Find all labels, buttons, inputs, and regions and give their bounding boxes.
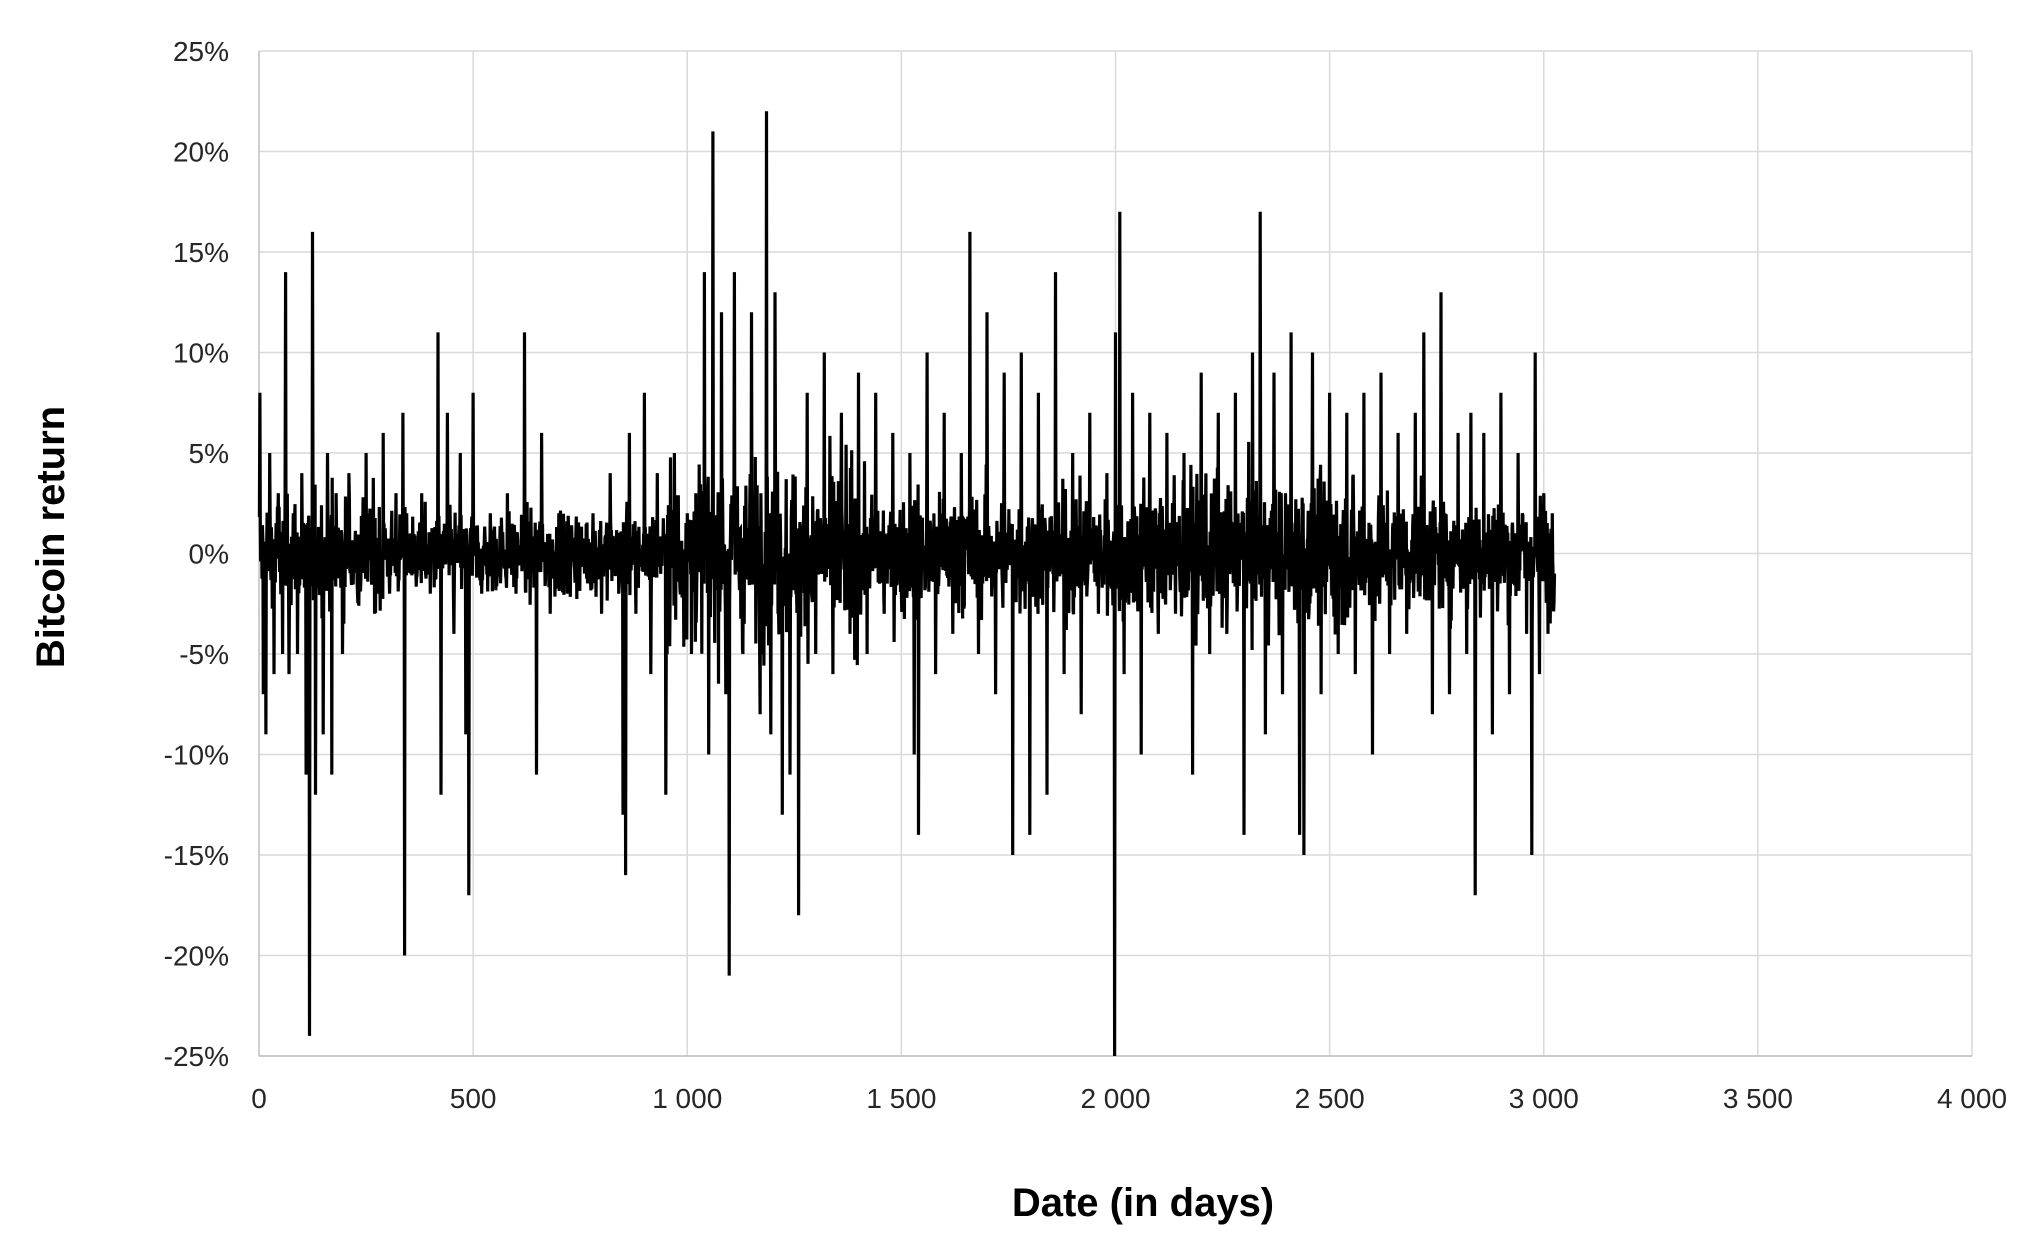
x-axis-tick-labels: 0 500 1 000 1 500 2 000 2 500 3 000 3 500 4 000 <box>251 1083 2007 1114</box>
x-tick-label: 3 500 <box>1723 1083 1793 1114</box>
y-tick-label: 5% <box>189 438 229 469</box>
x-tick-label: 500 <box>450 1083 497 1114</box>
y-tick-label: -20% <box>164 941 229 972</box>
y-tick-label: -5% <box>179 639 229 670</box>
plot-area <box>257 50 1973 1057</box>
x-axis-title: Date (in days) <box>1012 1181 1274 1225</box>
x-tick-label: 1 500 <box>866 1083 936 1114</box>
y-tick-label: 0% <box>189 539 229 570</box>
x-tick-label: 3 000 <box>1509 1083 1579 1114</box>
y-tick-label: 25% <box>173 36 229 67</box>
x-tick-label: 2 500 <box>1295 1083 1365 1114</box>
series-layer <box>257 111 1557 1057</box>
y-tick-label: 10% <box>173 338 229 369</box>
x-tick-label: 2 000 <box>1080 1083 1150 1114</box>
x-tick-label: 1 000 <box>652 1083 722 1114</box>
y-tick-label: 20% <box>173 137 229 168</box>
y-tick-label: -10% <box>164 740 229 771</box>
x-tick-label: 0 <box>251 1083 267 1114</box>
y-axis-tick-labels: 25% 20% 15% 10% 5% 0% -5% -10% -15% -20% -25% <box>164 36 229 1072</box>
y-tick-label: -25% <box>164 1041 229 1072</box>
bitcoin-return-line <box>257 111 1557 1057</box>
x-tick-label: 4 000 <box>1937 1083 2007 1114</box>
y-tick-label: 15% <box>173 237 229 268</box>
y-axis-title: Bitcoin return <box>29 406 73 668</box>
y-tick-label: -15% <box>164 840 229 871</box>
